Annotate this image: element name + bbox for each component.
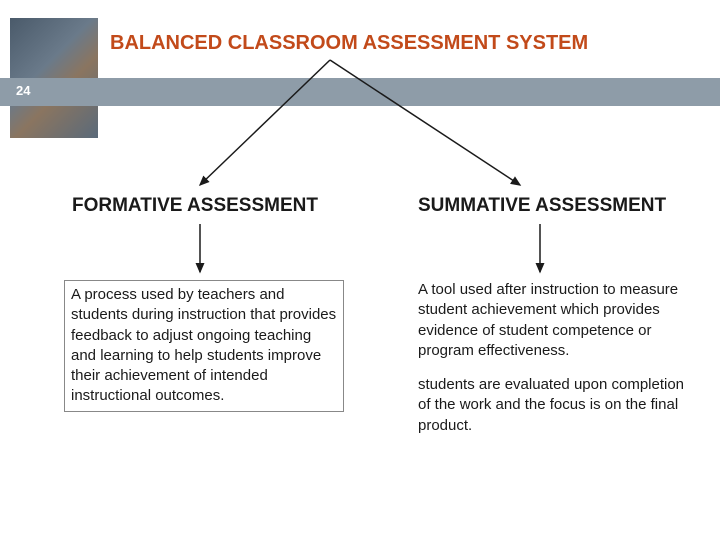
header-band — [0, 78, 720, 106]
formative-description: A process used by teachers and students … — [64, 280, 344, 412]
summative-body-1: A tool used after instruction to measure… — [418, 280, 698, 361]
summative-body-2: students are evaluated upon completion o… — [418, 375, 698, 436]
summative-description: A tool used after instruction to measure… — [418, 280, 698, 436]
page-title: BALANCED CLASSROOM ASSESSMENT SYSTEM — [110, 32, 588, 55]
slide-number: 24 — [16, 83, 30, 98]
summative-heading: SUMMATIVE ASSESSMENT — [418, 195, 666, 217]
formative-heading: FORMATIVE ASSESSMENT — [72, 195, 318, 217]
formative-body: A process used by teachers and students … — [71, 285, 337, 407]
